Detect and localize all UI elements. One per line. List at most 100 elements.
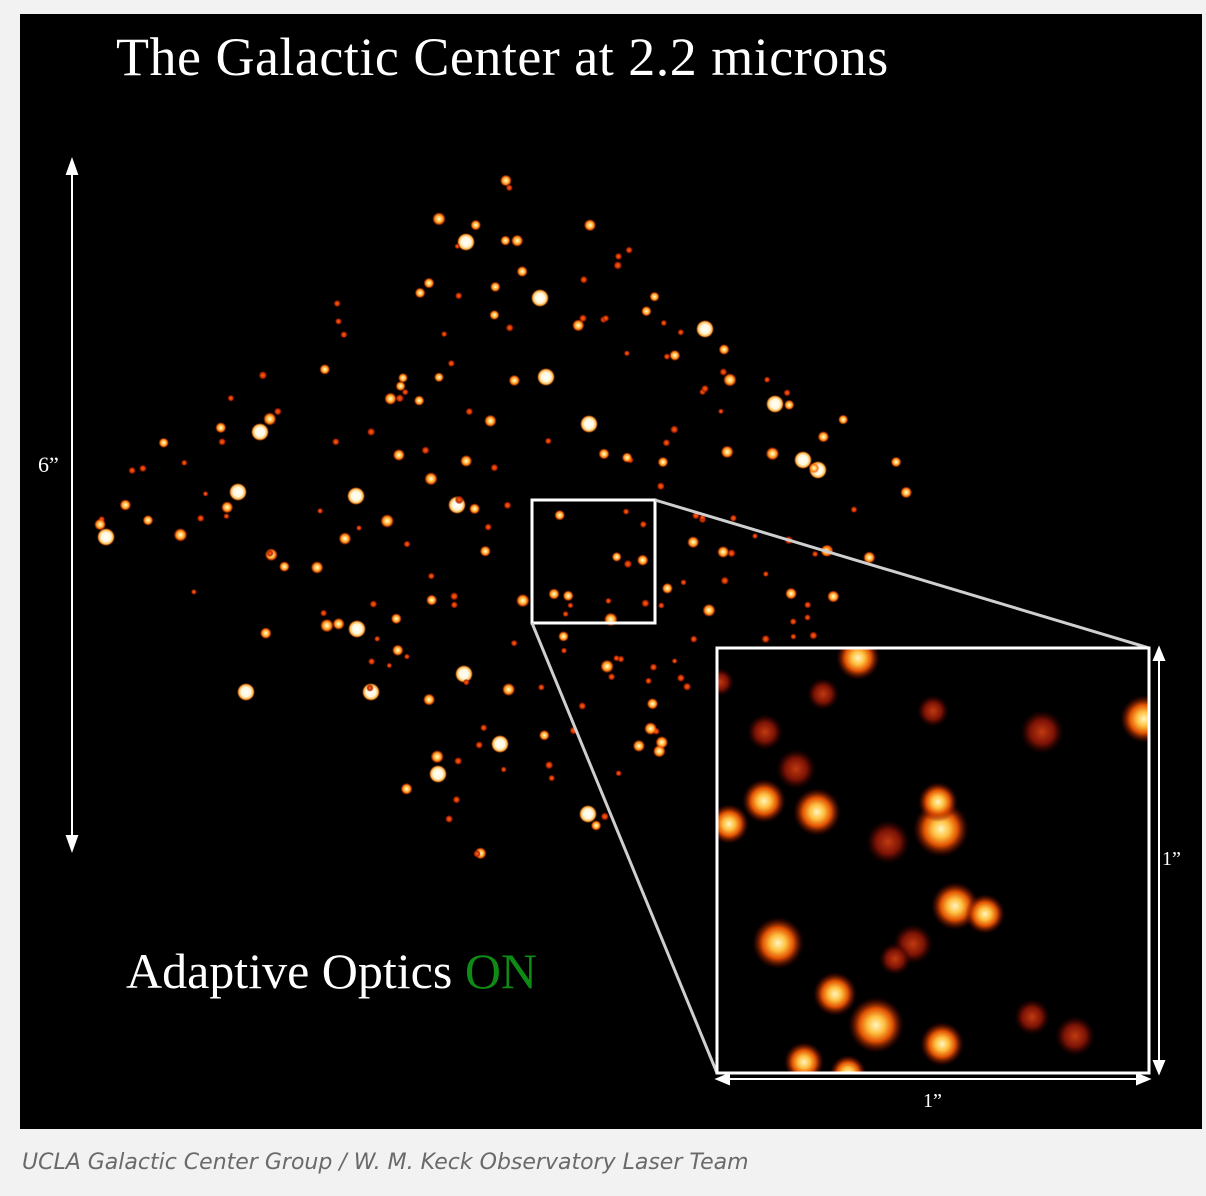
zoom-region-box [530,498,657,625]
star [611,551,622,562]
faint-star [505,184,513,192]
faint-star [804,614,811,621]
faint-star [484,523,493,531]
faint-star [850,506,858,514]
inset-star [866,820,910,864]
star [423,277,435,289]
faint-star [334,317,343,325]
faint-star [623,350,631,357]
faint-star [503,501,512,510]
faint-star [386,662,393,669]
faint-star [641,599,650,608]
inset-star [752,917,804,969]
star [783,399,795,411]
star [470,219,482,231]
faint-star [567,602,574,609]
faint-star [657,602,665,609]
faint-star [340,330,348,339]
bright-star [348,620,366,638]
faint-star [544,760,554,770]
star [808,462,820,474]
star [590,820,602,831]
star [221,501,234,514]
star [649,291,660,302]
star [572,319,585,332]
faint-star [783,389,791,397]
star [320,618,334,633]
faint-star [625,246,633,254]
faint-star [510,639,518,647]
faint-star [763,376,771,384]
faint-star [196,514,205,523]
star [489,309,500,321]
star [621,452,633,463]
faint-star [374,635,381,642]
bright-star [537,368,555,386]
faint-star [479,724,488,732]
faint-star [450,601,459,609]
inset-star [742,779,786,823]
faint-star [465,407,474,416]
zoom-connector-bottom [530,622,719,1074]
galactic-center-image: The Galactic Center at 2.2 microns 6” 1”… [20,14,1202,1129]
star [661,582,674,595]
faint-star [623,559,633,569]
faint-star [656,482,665,491]
star [863,551,876,564]
faint-star [602,314,610,322]
star [508,374,521,387]
inset-star [1120,695,1149,743]
faint-star [605,597,612,605]
star [511,234,524,247]
star [827,590,840,603]
faint-star [579,275,588,284]
inset-star [784,1042,824,1073]
star [392,448,405,462]
inset-star [717,668,734,696]
faint-star [500,766,507,773]
faint-star [333,299,342,308]
image-credit-caption: UCLA Galactic Center Group / W. M. Keck … [22,1150,749,1175]
star [900,486,913,499]
star [460,454,473,468]
faint-star [190,588,197,596]
inset-star [813,972,857,1016]
faint-star [720,576,730,585]
star [94,518,107,531]
star [838,414,849,425]
vertical-scale-arrow [65,157,79,853]
faint-star [266,549,274,558]
bright-star [429,765,447,783]
inset-star [807,678,839,710]
bright-star [251,423,269,441]
faint-star [223,513,230,520]
faint-star [421,446,430,455]
faint-star [644,677,653,685]
faint-star [401,388,409,396]
faint-star [319,609,328,617]
inset-star [965,894,1005,934]
bright-star [794,451,812,469]
faint-star [440,330,448,338]
faint-star [578,701,587,711]
inset-star [917,695,949,727]
inset-star [1020,710,1064,754]
star [765,446,780,461]
faint-star [258,370,268,380]
faint-star [427,572,435,580]
star [499,174,512,187]
star [215,422,227,434]
star [516,593,530,608]
inset-star [1055,1016,1095,1056]
faint-star [454,756,463,766]
star [310,561,324,574]
faint-star [622,508,630,516]
star [259,627,272,640]
faint-star [454,495,464,505]
inset-star [1014,999,1050,1035]
faint-star [355,524,363,532]
star-field [65,157,1166,1086]
star [430,750,444,764]
faint-star [227,394,235,402]
star [279,561,290,572]
